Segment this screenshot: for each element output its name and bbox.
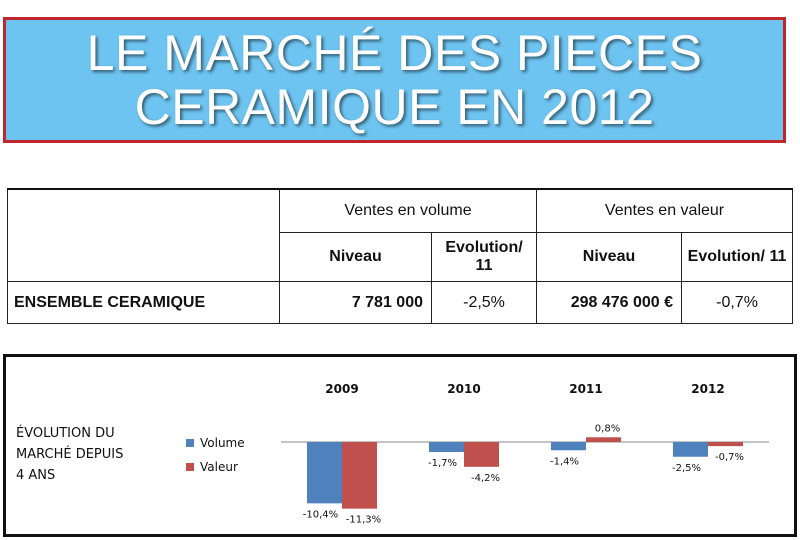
table-corner-cell	[7, 188, 280, 282]
category-label-2011: 2011	[569, 382, 602, 396]
cell-volume-evolution: -2,5%	[430, 281, 538, 324]
data-label-volume-2010: -1,7%	[428, 458, 457, 469]
data-label-valeur-2012: -0,7%	[715, 452, 744, 463]
bar-volume-2010	[429, 442, 464, 453]
cell-value-niveau: 298 476 000 €	[536, 281, 683, 324]
bar-chart: 2009 -10,4% -11,3% 2010 -1,7% -4,2% 2011 -1,4% 0…	[281, 382, 769, 526]
category-label-2012: 2012	[691, 382, 724, 396]
sales-table: Ventes en volume Ventes en valeur Niveau…	[7, 188, 794, 324]
data-label-volume-2009: -10,4%	[303, 509, 338, 520]
data-label-volume-2011: -1,4%	[550, 456, 579, 467]
bar-valeur-2012	[708, 442, 743, 447]
title-line-1: LE MARCHÉ DES PIECES	[86, 25, 703, 81]
legend-valeur-label: Valeur	[200, 460, 238, 474]
data-label-volume-2012: -2,5%	[672, 463, 701, 474]
cell-volume-niveau: 7 781 000	[279, 281, 432, 324]
header-volume: Ventes en volume	[278, 188, 538, 233]
bar-valeur-2010	[464, 442, 499, 467]
chart-panel: ÉVOLUTION DU MARCHÉ DEPUIS 4 ANS Volume …	[3, 354, 797, 537]
category-label-2009: 2009	[325, 382, 358, 396]
bar-volume-2012	[673, 442, 708, 457]
bar-volume-2009	[307, 442, 342, 504]
subheader-volume-niveau: Niveau	[279, 232, 432, 282]
legend-volume-swatch	[186, 439, 194, 447]
data-label-valeur-2009: -11,3%	[346, 515, 381, 526]
data-label-valeur-2010: -4,2%	[471, 473, 500, 484]
title-banner: LE MARCHÉ DES PIECES CERAMIQUE EN 2012	[3, 17, 786, 143]
bar-volume-2011	[551, 442, 586, 451]
subheader-value-niveau: Niveau	[536, 232, 683, 282]
subheader-volume-evolution: Evolution/ 11	[430, 232, 538, 282]
legend-volume: Volume	[186, 436, 245, 450]
legend-volume-label: Volume	[200, 436, 245, 450]
category-label-2010: 2010	[447, 382, 480, 396]
legend-valeur: Valeur	[186, 460, 238, 474]
cell-value-evolution: -0,7%	[681, 281, 794, 324]
data-label-valeur-2011: 0,8%	[595, 423, 620, 434]
header-value: Ventes en valeur	[536, 188, 794, 233]
bar-valeur-2009	[342, 442, 377, 509]
chart-title: ÉVOLUTION DU MARCHÉ DEPUIS 4 ANS	[16, 426, 124, 483]
legend-valeur-swatch	[186, 463, 194, 471]
row-label: ENSEMBLE CERAMIQUE	[7, 281, 280, 324]
subheader-value-evolution: Evolution/ 11	[681, 232, 794, 282]
bar-valeur-2011	[586, 437, 621, 442]
title-line-2: CERAMIQUE EN 2012	[134, 79, 655, 135]
